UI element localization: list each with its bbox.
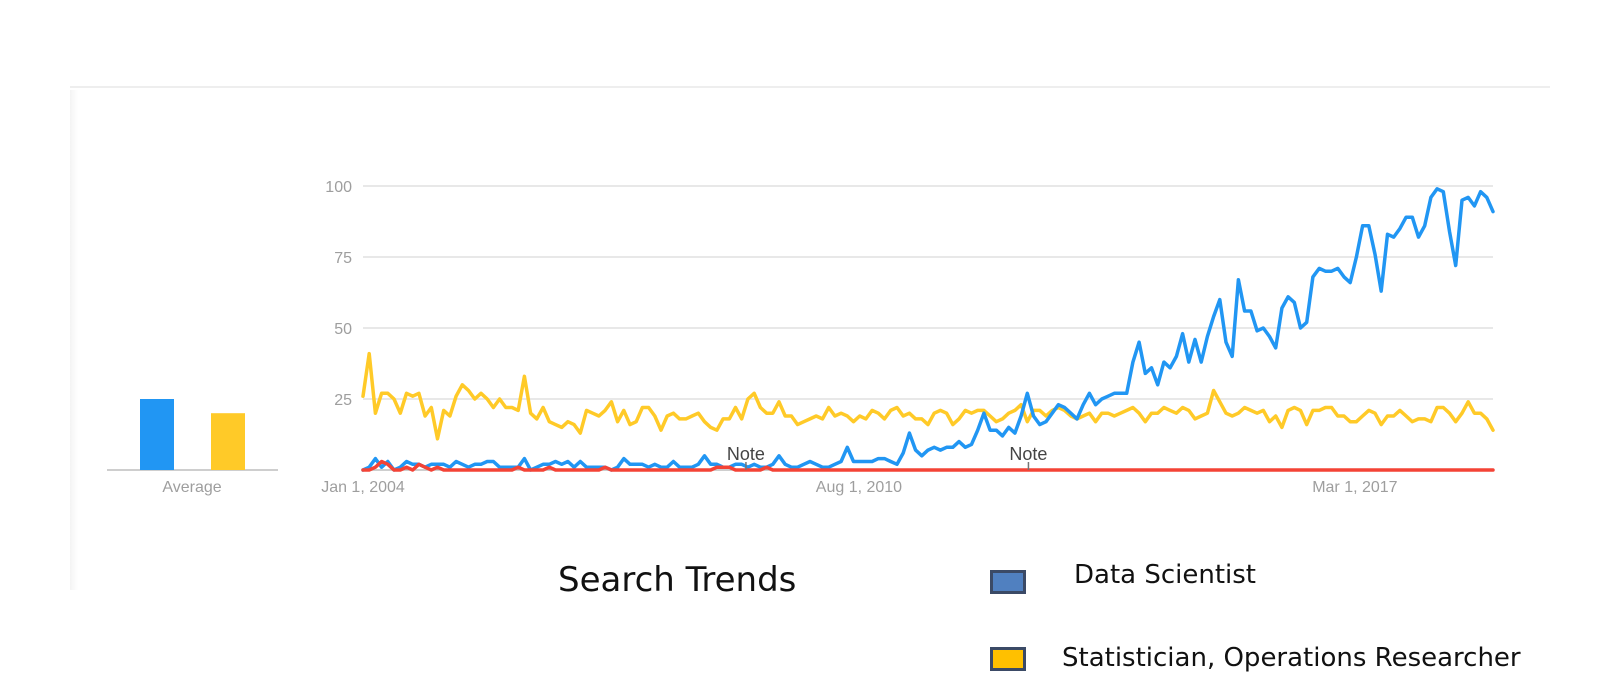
average-bar: [140, 399, 174, 470]
legend-label-statistician: Statistician, Operations Researcher: [1062, 643, 1521, 673]
average-bar: [211, 413, 245, 470]
x-tick-label: Jan 1, 2004: [321, 479, 405, 496]
legend-item-statistician: Statistician, Operations Researcher: [990, 643, 1521, 673]
series-line-0: [361, 187, 1495, 472]
x-tick-label: Aug 1, 2010: [816, 479, 902, 496]
legend-swatch-statistician: [990, 647, 1026, 671]
panel-shadow: [70, 90, 78, 590]
y-tick-label: 50: [334, 321, 352, 338]
series-line-1: [361, 351, 1495, 441]
average-label: Average: [162, 479, 221, 496]
y-tick-label: 75: [334, 250, 352, 267]
legend-swatch-data-scientist: [990, 570, 1026, 594]
chart-panel: [70, 86, 1550, 608]
legend-item-data-scientist: Data Scientist: [990, 560, 1256, 594]
series-line-2: [361, 459, 1495, 472]
chart-caption: Search Trends: [558, 560, 797, 600]
x-tick-label: Mar 1, 2017: [1312, 479, 1397, 496]
legend-label-data-scientist: Data Scientist: [1074, 560, 1256, 590]
note-label: Note: [1009, 444, 1047, 464]
note-label: Note: [727, 444, 765, 464]
y-tick-label: 25: [334, 392, 352, 409]
y-tick-label: 100: [325, 179, 352, 196]
